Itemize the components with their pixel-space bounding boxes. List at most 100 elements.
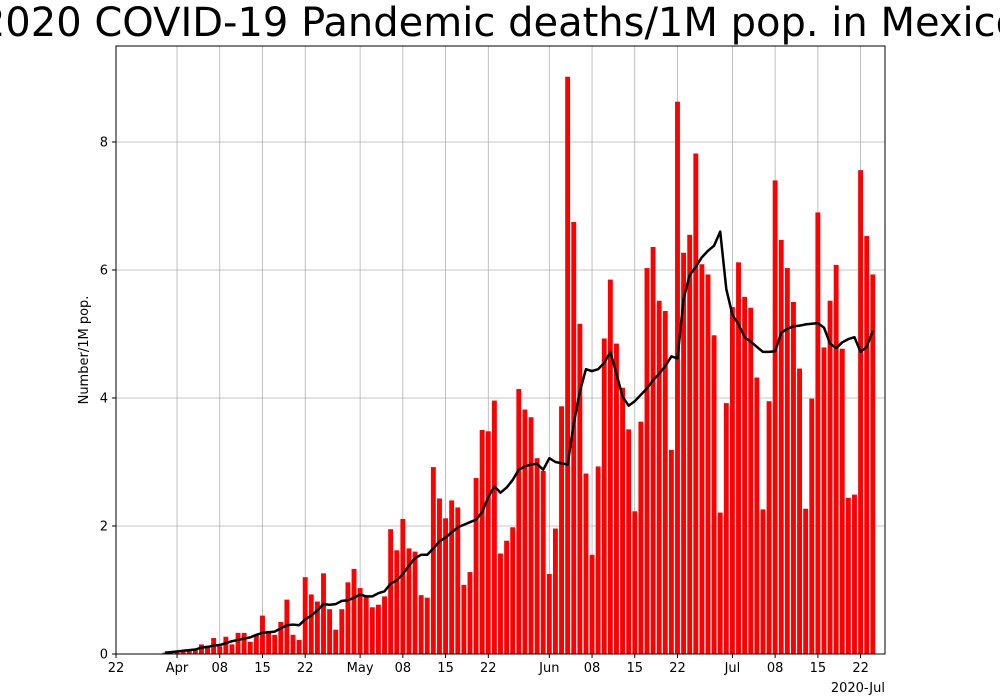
bar: [650, 246, 656, 654]
y-tick-label: 0: [100, 648, 108, 663]
series-line: [164, 230, 874, 654]
bar: [321, 573, 326, 654]
y-tick-label: 4: [100, 392, 108, 407]
bar: [729, 307, 735, 654]
bar: [552, 528, 558, 654]
bar: [174, 651, 180, 654]
bar: [748, 307, 754, 654]
bar: [687, 234, 693, 655]
bar: [607, 279, 613, 654]
bar: [699, 264, 705, 654]
plot-frame: [115, 45, 886, 655]
y-tick-label: 6: [100, 264, 108, 279]
bar: [565, 76, 571, 655]
bar: [357, 588, 363, 654]
bar: [852, 494, 857, 654]
bar: [180, 650, 186, 654]
x-tick-label: 22: [852, 661, 869, 676]
bar: [595, 466, 601, 654]
x-tick-label: 08: [767, 661, 784, 676]
bar: [858, 170, 864, 654]
bar: [614, 343, 619, 654]
bar: [632, 511, 638, 654]
x-tick-label: Jun: [538, 661, 559, 676]
bar: [461, 584, 467, 654]
bar: [479, 430, 485, 654]
bar: [638, 421, 644, 654]
bars: [162, 76, 876, 655]
x-tick-label: 08: [395, 661, 412, 676]
x-tick-label: Jul: [724, 661, 741, 676]
bar: [437, 498, 442, 654]
bar: [308, 594, 314, 654]
bar: [791, 302, 796, 654]
bar: [369, 607, 375, 654]
bar: [394, 550, 400, 654]
bar: [327, 609, 333, 654]
lines: [164, 230, 874, 654]
bar: [186, 649, 192, 654]
x-tick-label: May: [347, 661, 374, 676]
bar: [199, 644, 204, 654]
bar: [498, 553, 503, 654]
y-axis: 0 2 4 6 8: [100, 136, 116, 663]
bar: [382, 596, 387, 654]
bar: [662, 310, 668, 654]
bar: [644, 268, 650, 654]
x-tick-label: 15: [810, 661, 827, 676]
bar: [510, 527, 516, 654]
bar: [351, 568, 357, 654]
bar: [839, 348, 845, 654]
bar: [333, 629, 339, 654]
bar: [339, 609, 345, 654]
bar: [418, 595, 424, 654]
bar: [473, 478, 479, 654]
bar: [467, 572, 473, 654]
bar: [675, 101, 680, 655]
bar: [815, 212, 821, 654]
bar: [217, 646, 223, 654]
x-tick-label: 15: [254, 661, 271, 676]
bar: [363, 596, 369, 654]
chart-title: 2020 COVID-19 Pandemic deaths/1M pop. in…: [0, 0, 1000, 46]
bar: [589, 554, 595, 654]
bar: [241, 632, 247, 654]
bar: [681, 252, 687, 654]
bar: [833, 264, 839, 654]
bar: [302, 577, 308, 654]
bar: [229, 644, 235, 654]
bar: [223, 636, 229, 654]
bar: [705, 274, 711, 654]
x-tick-label: 22: [669, 661, 686, 676]
bar: [266, 630, 272, 654]
bar: [693, 153, 699, 654]
bar: [809, 398, 815, 654]
bar: [827, 300, 833, 654]
bar: [443, 518, 449, 654]
x-tick-label: 22: [297, 661, 314, 676]
bar: [412, 551, 418, 654]
bar: [626, 429, 632, 654]
bar: [235, 632, 241, 654]
bar: [772, 180, 778, 654]
bar: [345, 582, 351, 654]
x-tick-label: 22: [108, 661, 125, 676]
bar: [516, 389, 522, 654]
bar: [723, 403, 729, 654]
bar: [296, 639, 302, 654]
bar: [272, 634, 278, 654]
y-axis-label: Number/1M pop.: [77, 296, 92, 405]
bar: [736, 262, 741, 654]
bar: [717, 512, 723, 654]
bar: [534, 458, 540, 654]
bar: [314, 601, 320, 654]
x-tick-label: 08: [584, 661, 601, 676]
bar: [784, 268, 790, 654]
bar: [540, 470, 546, 654]
bar: [400, 518, 406, 654]
bar: [284, 599, 290, 654]
bar: [528, 417, 534, 654]
bar: [620, 387, 626, 654]
x-tick-label: 15: [626, 661, 643, 676]
